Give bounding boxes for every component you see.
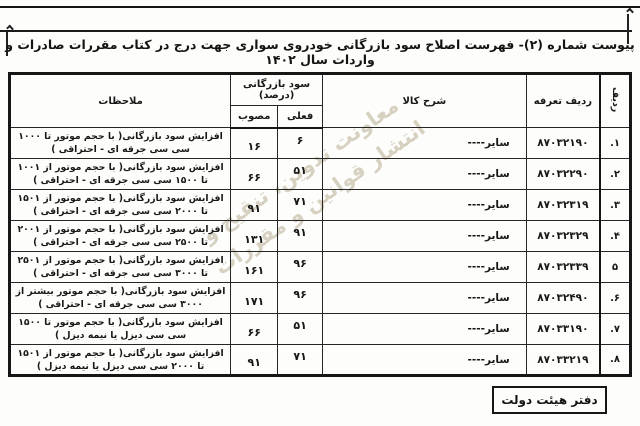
row-number: .۱: [599, 127, 632, 159]
header-current: فعلی: [277, 105, 323, 129]
tariff-code: ۸۷۰۳۲۲۹۰: [525, 158, 601, 190]
goods-description: ----سایر: [322, 220, 527, 252]
goods-description: ----سایر: [322, 282, 527, 314]
approved-percent: ۹۱: [230, 189, 279, 221]
table-row: .۱ ۸۷۰۳۲۱۹۰ ----سایر ۶ ۱۶ افزایش سود باز…: [8, 127, 632, 159]
approved-percent: ۶۶: [230, 158, 279, 190]
current-percent: ۹۱: [277, 220, 323, 252]
tariff-code: ۸۷۰۳۲۳۲۹: [525, 220, 601, 252]
remarks-text: افزایش سود بازرگانی( با حجم موتور تا ۱۰۰…: [8, 127, 232, 159]
goods-description: ----سایر: [322, 189, 527, 221]
cabinet-office-stamp: دفتر هیئت دولت: [492, 386, 607, 414]
current-percent: ۵۱: [277, 158, 323, 190]
tariff-code: ۸۷۰۳۳۱۹۰: [525, 313, 601, 345]
remarks-text: افزایش سود بازرگانی( با حجم موتور از ۲۵۰…: [8, 251, 232, 283]
goods-description: ----سایر: [322, 313, 527, 345]
tariff-code: ۸۷۰۳۲۳۱۹: [525, 189, 601, 221]
approved-percent: ۶۶: [230, 313, 279, 345]
current-percent: ۹۶: [277, 282, 323, 314]
tariff-table-container: ردیف ردیف تعرفه شرح کالا سود بازرگانی (د…: [8, 72, 632, 377]
row-number: .۴: [599, 220, 632, 252]
row-number: .۷: [599, 313, 632, 345]
tariff-code: ۸۷۰۳۲۳۳۹: [525, 251, 601, 283]
header-row-number-label: ردیف: [609, 86, 621, 113]
remarks-text: افزایش سود بازرگانی( با حجم موتور از ۲۰۰…: [8, 220, 232, 252]
row-number: .۳: [599, 189, 632, 221]
header-approved: مصوب: [230, 105, 279, 129]
current-percent: ۶: [277, 127, 323, 159]
approved-percent: ۱۶: [230, 127, 279, 159]
table-row: .۲ ۸۷۰۳۲۲۹۰ ----سایر ۵۱ ۶۶ افزایش سود با…: [8, 158, 632, 190]
remarks-text: افزایش سود بازرگانی( با حجم موتور تا ۱۵۰…: [8, 313, 232, 345]
table-row: .۸ ۸۷۰۳۳۲۱۹ ----سایر ۷۱ ۹۱ افزایش سود با…: [8, 344, 632, 376]
header-commercial-profit: سود بازرگانی (درصد): [230, 73, 323, 106]
trim-line: [6, 32, 8, 56]
tariff-code: ۸۷۰۳۲۴۹۰: [525, 282, 601, 314]
table-row: .۳ ۸۷۰۳۲۳۱۹ ----سایر ۷۱ ۹۱ افزایش سود با…: [8, 189, 632, 221]
tariff-code: ۸۷۰۳۲۱۹۰: [525, 127, 601, 159]
tariff-table: ردیف ردیف تعرفه شرح کالا سود بازرگانی (د…: [8, 72, 632, 377]
current-percent: ۷۱: [277, 344, 323, 376]
approved-percent: ۹۱: [230, 344, 279, 376]
tariff-code: ۸۷۰۳۳۲۱۹: [525, 344, 601, 376]
remarks-text: افزایش سود بازرگانی( با حجم موتور از ۱۵۰…: [8, 344, 232, 376]
table-row: ۵ ۸۷۰۳۲۳۳۹ ----سایر ۹۶ ۱۶۱ افزایش سود با…: [8, 251, 632, 283]
current-percent: ۷۱: [277, 189, 323, 221]
header-row-number: ردیف: [599, 73, 632, 128]
approved-percent: ۱۷۱: [230, 282, 279, 314]
goods-description: ----سایر: [322, 344, 527, 376]
remarks-text: افزایش سود بازرگانی( با حجم موتور بیشتر …: [8, 282, 232, 314]
goods-description: ----سایر: [322, 158, 527, 190]
table-header: ردیف ردیف تعرفه شرح کالا سود بازرگانی (د…: [8, 73, 632, 129]
header-goods-description: شرح کالا: [322, 73, 527, 128]
remarks-text: افزایش سود بازرگانی( با حجم موتور از ۱۵۰…: [8, 189, 232, 221]
table-row: .۶ ۸۷۰۳۲۴۹۰ ----سایر ۹۶ ۱۷۱ افزایش سود ب…: [8, 282, 632, 314]
row-number: ۵: [599, 251, 632, 283]
row-number: .۲: [599, 158, 632, 190]
table-body: .۱ ۸۷۰۳۲۱۹۰ ----سایر ۶ ۱۶ افزایش سود باز…: [8, 127, 632, 376]
current-percent: ۵۱: [277, 313, 323, 345]
trim-line: [627, 14, 629, 44]
goods-description: ----سایر: [322, 127, 527, 159]
table-row: .۷ ۸۷۰۳۳۱۹۰ ----سایر ۵۱ ۶۶ افزایش سود با…: [8, 313, 632, 345]
approved-percent: ۱۶۱: [230, 251, 279, 283]
current-percent: ۹۶: [277, 251, 323, 283]
scan-top-edge-line: [0, 6, 640, 8]
header-tariff-row: ردیف تعرفه: [525, 73, 601, 128]
row-number: .۶: [599, 282, 632, 314]
table-row: .۴ ۸۷۰۳۲۳۲۹ ----سایر ۹۱ ۱۳۱ افزایش سود ب…: [8, 220, 632, 252]
title-top-rule: [0, 30, 632, 32]
approved-percent: ۱۳۱: [230, 220, 279, 252]
remarks-text: افزایش سود بازرگانی( با حجم موتور از ۱۰۰…: [8, 158, 232, 190]
goods-description: ----سایر: [322, 251, 527, 283]
page-title: پیوست شماره (۲)- فهرست اصلاح سود بازرگان…: [5, 37, 635, 67]
row-number: .۸: [599, 344, 632, 376]
header-remarks: ملاحظات: [8, 73, 232, 128]
